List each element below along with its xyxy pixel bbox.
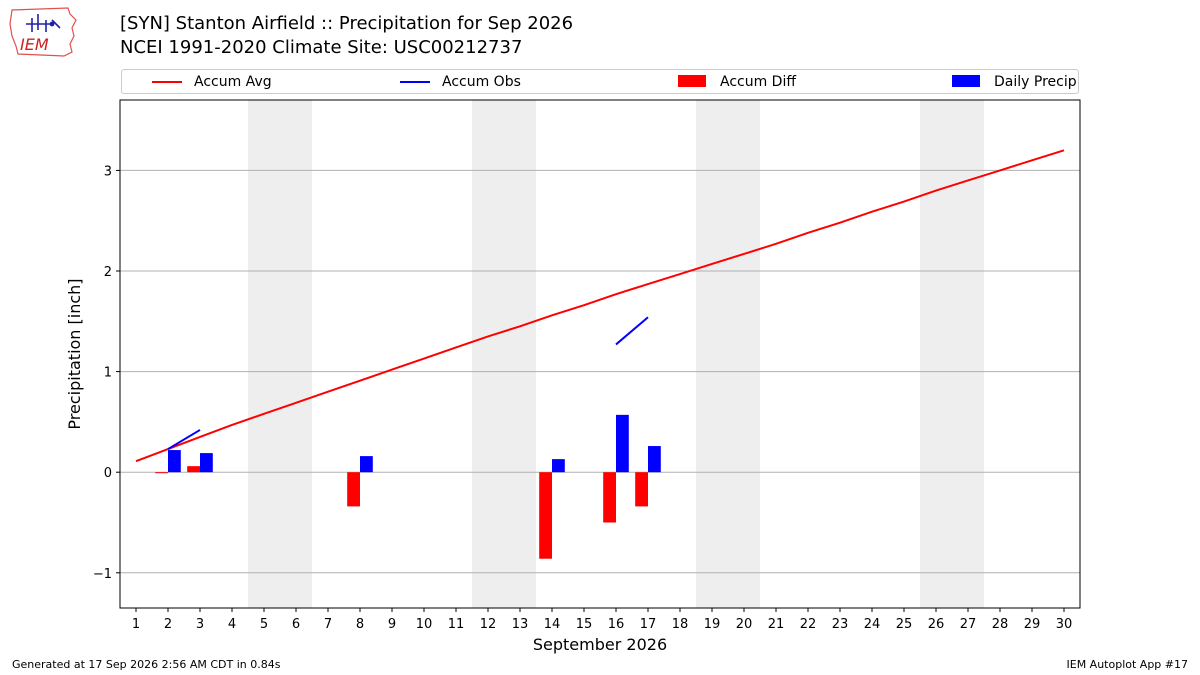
legend-swatch-obs <box>400 81 430 83</box>
x-tick-label: 1 <box>132 617 140 632</box>
accum-obs-segment-1 <box>167 429 201 450</box>
x-tick-label: 25 <box>896 617 913 632</box>
y-tick-label: 0 <box>104 466 112 481</box>
x-tick-label: 30 <box>1056 617 1073 632</box>
legend-swatch-diff <box>678 75 706 87</box>
y-axis-ticks: −1 0 1 2 3 <box>93 164 120 582</box>
weekend-band-3 <box>696 100 760 608</box>
x-tick-label: 21 <box>768 617 785 632</box>
daily-precip-bars <box>168 414 661 473</box>
x-axis-label: September 2026 <box>533 635 667 654</box>
accum-diff-bars <box>155 466 648 559</box>
logo-text: IEM <box>20 35 49 54</box>
diff-bar-day-3 <box>187 466 200 473</box>
x-tick-label: 5 <box>260 617 268 632</box>
x-tick-label: 10 <box>416 617 433 632</box>
x-tick-label: 24 <box>864 617 881 632</box>
legend-label-diff: Accum Diff <box>720 74 797 90</box>
weekend-shading <box>248 100 984 608</box>
weekend-band-4 <box>920 100 984 608</box>
y-tick-label: −1 <box>93 567 112 582</box>
x-tick-label: 8 <box>356 617 364 632</box>
chart-title: [SYN] Stanton Airfield :: Precipitation … <box>120 13 574 34</box>
legend-swatch-daily <box>952 75 980 87</box>
daily-bar-day-14 <box>552 459 565 473</box>
chart-subtitle: NCEI 1991-2020 Climate Site: USC00212737 <box>120 37 523 58</box>
x-axis-ticks: 1 2 3 4 5 6 7 8 9 10 11 12 13 14 15 16 17 18 19 20 21 22 23 24 2… <box>132 608 1072 632</box>
iem-logo: IEM <box>9 7 77 57</box>
x-tick-label: 27 <box>960 617 977 632</box>
accum-avg-line <box>135 149 1065 463</box>
y-tick-label: 1 <box>104 366 112 381</box>
daily-bar-day-8 <box>360 456 373 473</box>
diff-bar-day-16 <box>603 472 616 523</box>
x-tick-label: 22 <box>800 617 817 632</box>
x-tick-label: 2 <box>164 617 172 632</box>
footer-app: IEM Autoplot App #17 <box>1066 658 1189 671</box>
accum-obs-segment-2 <box>615 316 649 346</box>
weekend-band-1 <box>248 100 312 608</box>
x-tick-label: 23 <box>832 617 849 632</box>
legend-label-obs: Accum Obs <box>442 74 521 90</box>
x-tick-label: 14 <box>544 617 561 632</box>
diff-bar-day-8 <box>347 472 360 507</box>
x-tick-label: 15 <box>576 617 593 632</box>
footer-generated: Generated at 17 Sep 2026 2:56 AM CDT in … <box>12 658 281 671</box>
weather-station-icon <box>26 14 61 32</box>
y-axis-label: Precipitation [inch] <box>65 278 84 429</box>
x-tick-label: 6 <box>292 617 300 632</box>
daily-bar-day-17 <box>648 446 661 473</box>
legend-label-avg: Accum Avg <box>194 74 272 90</box>
x-tick-label: 12 <box>480 617 497 632</box>
chart-legend: Accum Avg Accum Obs Accum Diff Daily Pre… <box>121 69 1079 94</box>
x-tick-label: 17 <box>640 617 657 632</box>
accum-avg-series <box>135 149 1065 463</box>
x-tick-label: 28 <box>992 617 1009 632</box>
x-tick-label: 19 <box>704 617 721 632</box>
legend-swatch-avg <box>152 81 182 83</box>
daily-bar-day-3 <box>200 453 213 473</box>
x-tick-label: 11 <box>448 617 465 632</box>
diff-bar-day-14 <box>539 472 552 559</box>
daily-bar-day-2 <box>168 450 181 473</box>
y-tick-label: 2 <box>104 265 112 280</box>
x-tick-label: 9 <box>388 617 396 632</box>
x-tick-label: 3 <box>196 617 204 632</box>
y-tick-label: 3 <box>104 164 112 179</box>
y-gridlines <box>120 169 1080 574</box>
x-tick-label: 16 <box>608 617 625 632</box>
x-tick-label: 7 <box>324 617 332 632</box>
x-tick-label: 20 <box>736 617 753 632</box>
x-tick-label: 13 <box>512 617 529 632</box>
x-tick-label: 26 <box>928 617 945 632</box>
iowa-outline-icon <box>9 7 77 57</box>
accum-obs-lines <box>167 316 649 450</box>
diff-bar-day-17 <box>635 472 648 507</box>
x-tick-label: 29 <box>1024 617 1041 632</box>
weekend-band-2 <box>472 100 536 608</box>
daily-bar-day-16 <box>616 414 629 473</box>
plot-frame <box>119 99 1081 609</box>
x-tick-label: 18 <box>672 617 689 632</box>
legend-label-daily: Daily Precip <box>994 74 1077 90</box>
diff-bar-day-2 <box>155 472 168 474</box>
x-tick-label: 4 <box>228 617 236 632</box>
